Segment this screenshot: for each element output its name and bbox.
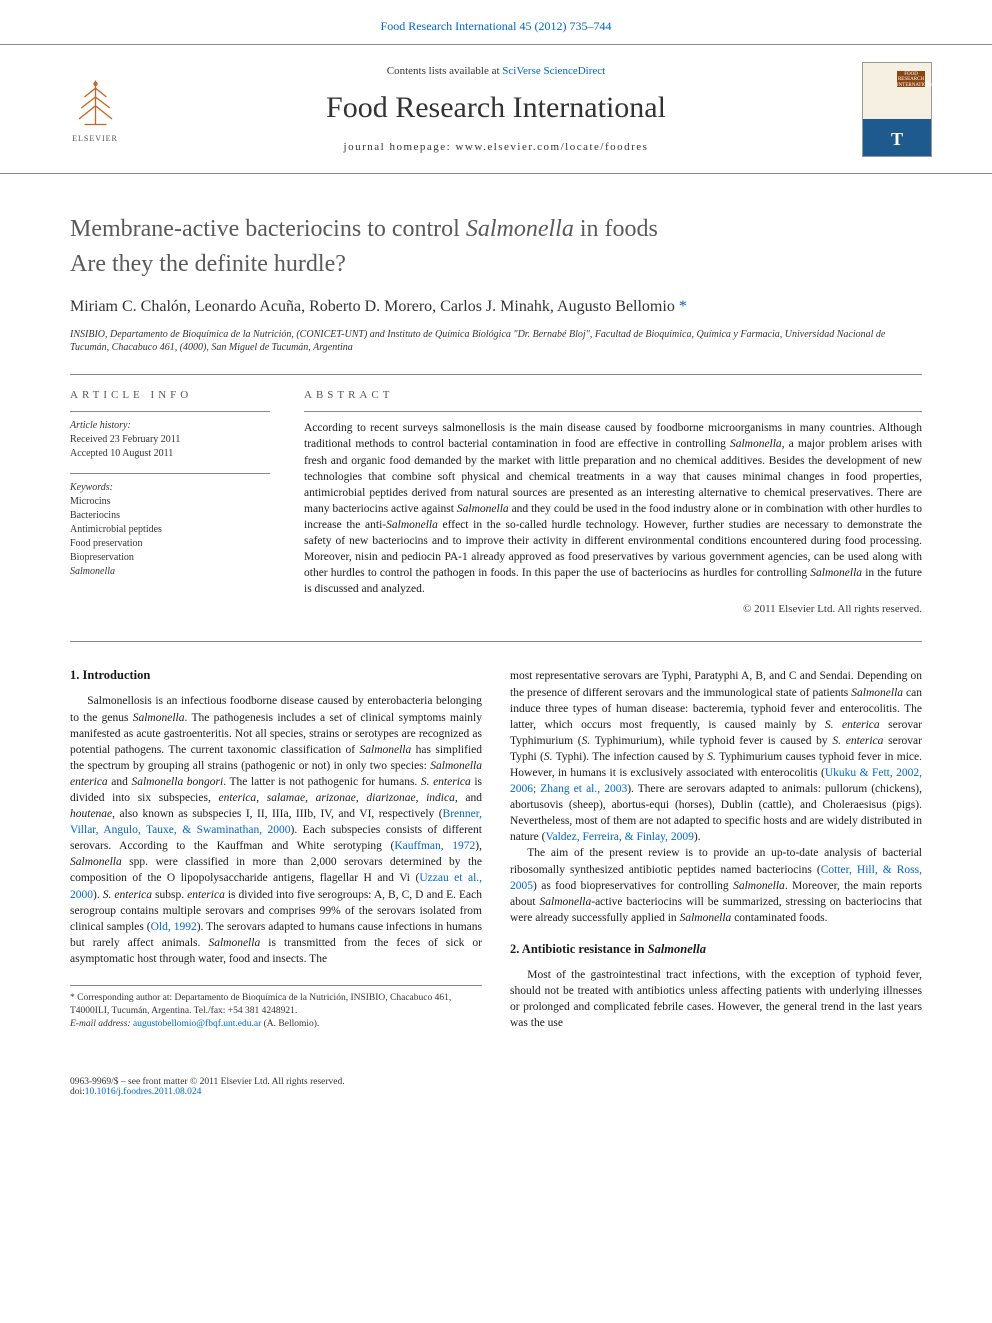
elsevier-logo: ELSEVIER xyxy=(60,69,130,149)
front-matter-line: 0963-9969/$ – see front matter © 2011 El… xyxy=(70,1077,345,1087)
keyword-item: Food preservation xyxy=(70,537,270,551)
cover-letter: T xyxy=(891,129,903,150)
journal-name: Food Research International xyxy=(130,91,862,125)
doi-link[interactable]: 10.1016/j.foodres.2011.08.024 xyxy=(85,1087,202,1097)
keyword-item: Microcins xyxy=(70,495,270,509)
elsevier-logo-label: ELSEVIER xyxy=(72,134,118,143)
body-left-column: 1. Introduction Salmonellosis is an infe… xyxy=(70,668,482,1031)
received-date: Received 23 February 2011 xyxy=(70,433,270,447)
article-info-header: ARTICLE INFO xyxy=(70,389,270,401)
homepage-url: www.elsevier.com/locate/foodres xyxy=(455,141,648,153)
abstract-text: According to recent surveys salmonellosi… xyxy=(304,411,922,597)
issue-citation-link[interactable]: Food Research International 45 (2012) 73… xyxy=(381,19,612,33)
footnotes: * Corresponding author at: Departamento … xyxy=(70,985,482,1030)
section-2-paragraph: Most of the gastrointestinal tract infec… xyxy=(510,967,922,1031)
body-right-column: most representative serovars are Typhi, … xyxy=(510,668,922,1031)
abstract-column: ABSTRACT According to recent surveys sal… xyxy=(304,389,922,615)
abstract-header: ABSTRACT xyxy=(304,389,922,401)
contents-prefix: Contents lists available at xyxy=(387,65,502,77)
keywords-list: MicrocinsBacteriocinsAntimicrobial pepti… xyxy=(70,495,270,579)
keywords-label: Keywords: xyxy=(70,482,270,493)
section-2-heading: 2. Antibiotic resistance in Salmonella xyxy=(510,942,922,957)
keyword-item: Biopreservation xyxy=(70,551,270,565)
abstract-copyright: © 2011 Elsevier Ltd. All rights reserved… xyxy=(304,603,922,615)
email-label: E-mail address: xyxy=(70,1019,133,1029)
section-1-heading: 1. Introduction xyxy=(70,668,482,683)
section-1-right-paragraph-2: The aim of the present review is to prov… xyxy=(510,845,922,925)
article-subtitle: Are they the definite hurdle? xyxy=(70,249,922,280)
keyword-item: Antimicrobial peptides xyxy=(70,523,270,537)
email-line: E-mail address: augustobellomio@fbqf.unt… xyxy=(70,1018,482,1031)
keyword-item: Salmonella xyxy=(70,565,270,579)
masthead-center: Contents lists available at SciVerse Sci… xyxy=(130,65,862,153)
corresponding-author-note: * Corresponding author at: Departamento … xyxy=(70,992,482,1018)
masthead: ELSEVIER Contents lists available at Sci… xyxy=(0,44,992,174)
article-title: Membrane-active bacteriocins to control … xyxy=(70,214,922,245)
section-1-left-paragraph: Salmonellosis is an infectious foodborne… xyxy=(70,693,482,967)
accepted-date: Accepted 10 August 2011 xyxy=(70,447,270,461)
history-label: Article history: xyxy=(70,420,270,431)
section-1-right-paragraph-1: most representative serovars are Typhi, … xyxy=(510,668,922,845)
sciencedirect-link[interactable]: SciVerse ScienceDirect xyxy=(502,65,605,77)
bottom-meta: 0963-9969/$ – see front matter © 2011 El… xyxy=(0,1061,992,1117)
homepage-line: journal homepage: www.elsevier.com/locat… xyxy=(130,141,862,153)
homepage-label: journal homepage: xyxy=(344,141,456,153)
elsevier-tree-icon xyxy=(68,75,123,130)
keyword-item: Bacteriocins xyxy=(70,509,270,523)
email-suffix: (A. Bellomio). xyxy=(261,1019,319,1029)
email-link[interactable]: augustobellomio@fbqf.unt.edu.ar xyxy=(133,1019,261,1029)
authors-line: Miriam C. Chalón, Leonardo Acuña, Robert… xyxy=(70,298,922,316)
contents-line: Contents lists available at SciVerse Sci… xyxy=(130,65,862,77)
journal-cover-thumbnail: FOOD RESEARCH INTERNATIONAL T xyxy=(862,62,932,157)
cover-badge: FOOD RESEARCH INTERNATIONAL xyxy=(897,71,925,87)
doi-prefix: doi: xyxy=(70,1087,85,1097)
article-info-column: ARTICLE INFO Article history: Received 2… xyxy=(70,389,270,615)
affiliation: INSIBIO, Departamento de Bioquímica de l… xyxy=(70,328,922,354)
